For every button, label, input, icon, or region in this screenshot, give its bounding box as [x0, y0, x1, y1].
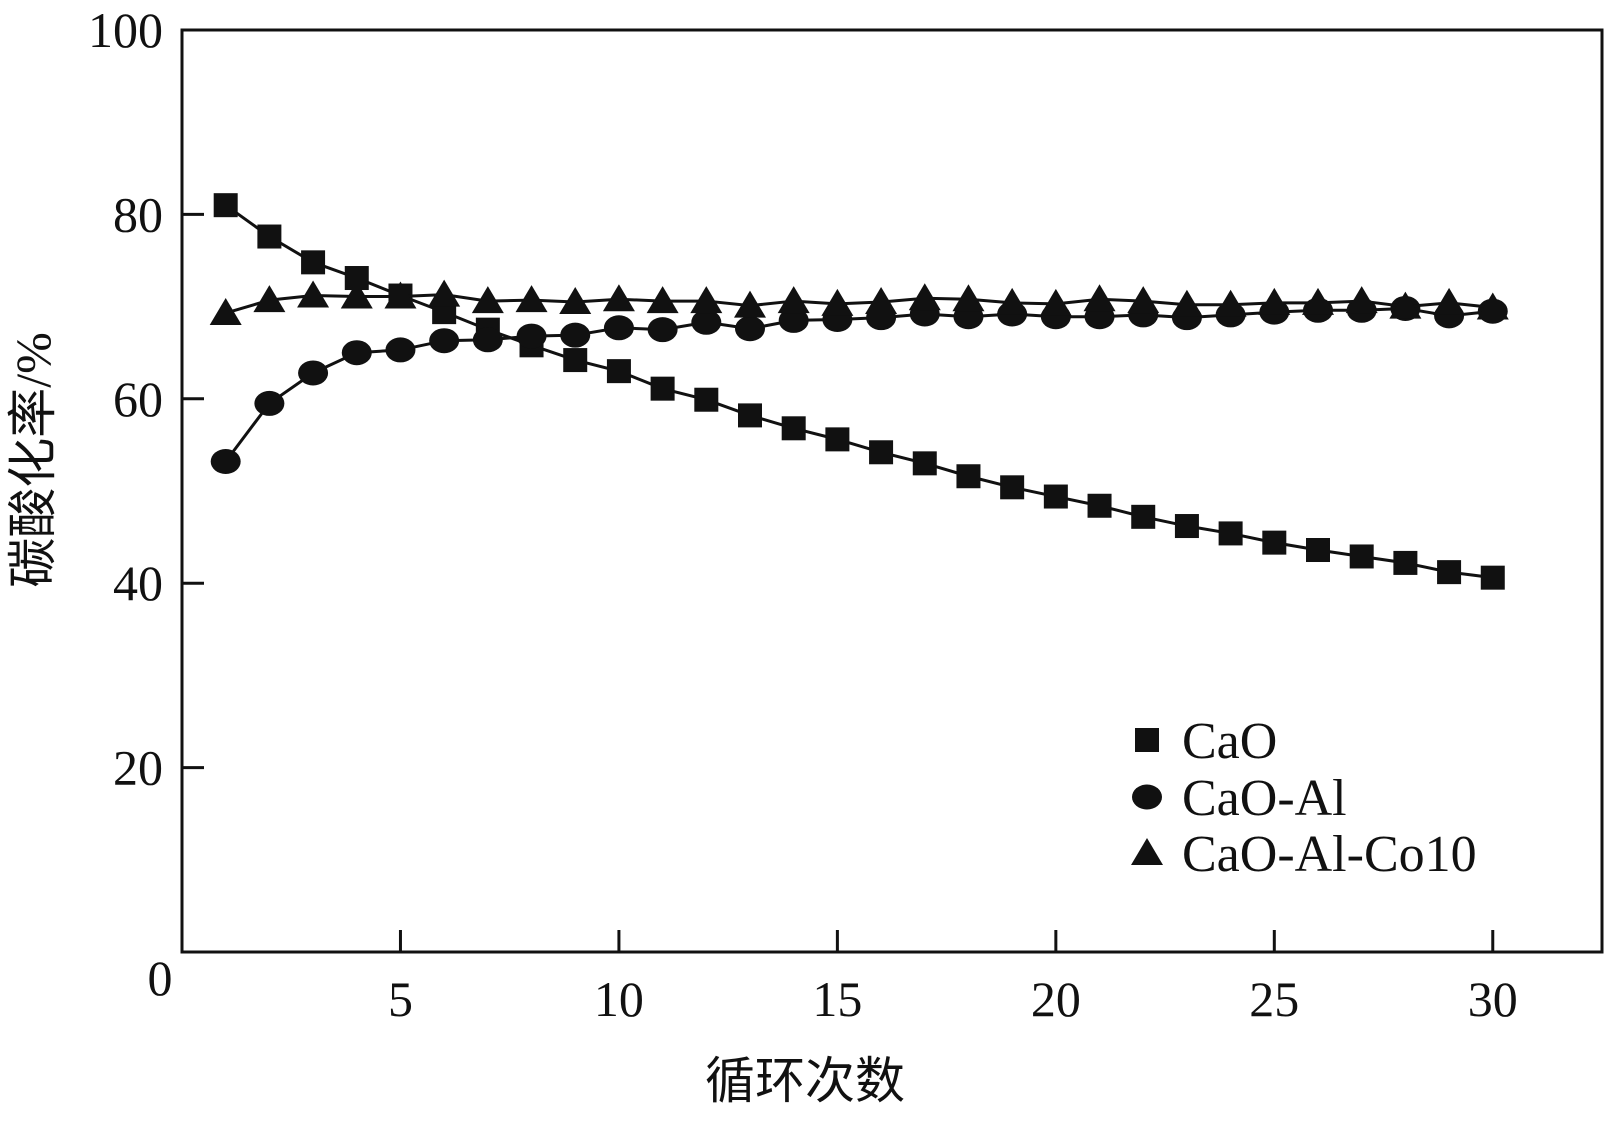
circle-marker [254, 390, 285, 416]
triangle-marker [1476, 292, 1509, 320]
square-marker [956, 464, 981, 489]
circle-marker [298, 360, 329, 386]
series-cao-al-co10 [209, 279, 1509, 326]
triangle-marker [515, 285, 548, 313]
triangle-marker [1170, 289, 1203, 317]
y-axis-ticks: 20 40 60 80 100 [88, 2, 204, 796]
origin-tick-label: 0 [148, 950, 173, 1006]
square-marker [869, 440, 894, 465]
square-marker [1437, 560, 1462, 585]
circle-marker [429, 328, 460, 354]
square-marker [912, 451, 937, 476]
square-marker [1131, 504, 1156, 529]
x-axis-title: 循环次数 [705, 1053, 905, 1109]
legend-label: CaO-Al [1182, 770, 1347, 827]
triangle-marker [1433, 287, 1466, 315]
triangle-marker [559, 286, 592, 314]
triangle-marker [1302, 287, 1334, 315]
square-marker [694, 387, 719, 412]
y-tick-label: 60 [113, 371, 163, 427]
y-tick-label: 100 [88, 2, 163, 58]
triangle-marker [952, 284, 985, 312]
circle-marker [735, 316, 765, 342]
circle-marker [560, 322, 591, 348]
triangle-marker [297, 280, 330, 308]
triangle-marker [1214, 289, 1247, 317]
circle-marker [341, 340, 372, 366]
circle-marker [210, 448, 241, 474]
triangle-marker [471, 286, 504, 314]
triangle-marker [602, 284, 635, 312]
triangle-marker [1127, 286, 1160, 314]
square-marker [1087, 493, 1112, 518]
triangle-marker [734, 290, 766, 318]
triangle-marker [253, 285, 286, 313]
x-tick-label: 5 [388, 971, 413, 1027]
y-tick-label: 40 [113, 555, 163, 611]
square-marker [1043, 484, 1068, 509]
circle-marker [472, 327, 503, 353]
square-marker [1480, 565, 1505, 590]
square-marker [563, 348, 588, 373]
square-marker [1218, 521, 1243, 546]
square-marker [1000, 475, 1025, 500]
square-marker [650, 376, 675, 401]
triangle-marker [428, 279, 461, 307]
series-line [224, 306, 1493, 463]
square-marker [1306, 538, 1330, 563]
square-marker [781, 416, 806, 441]
legend-triangle-marker [1131, 838, 1163, 865]
legend-label: CaO-Al-Co10 [1182, 826, 1477, 883]
legend-label: CaO [1182, 713, 1277, 770]
triangle-marker [384, 281, 417, 309]
square-marker [213, 193, 238, 218]
circle-marker [603, 315, 634, 341]
circle-marker [691, 309, 722, 335]
y-tick-label: 20 [113, 740, 163, 796]
square-marker [738, 403, 762, 428]
x-tick-label: 10 [594, 971, 644, 1027]
square-marker [301, 250, 326, 275]
triangle-marker [777, 286, 810, 314]
series-layer [209, 193, 1509, 590]
x-tick-label: 25 [1249, 971, 1299, 1027]
triangle-marker [1345, 286, 1378, 314]
square-marker [1349, 544, 1374, 569]
triangle-marker [340, 281, 373, 309]
square-marker [1262, 530, 1287, 555]
triangle-marker [1389, 291, 1422, 319]
triangle-marker [646, 286, 679, 314]
triangle-marker [821, 288, 854, 316]
triangle-marker [1039, 288, 1072, 316]
x-axis-ticks: 5 10 15 20 25 30 [388, 930, 1518, 1027]
triangle-marker [1258, 287, 1291, 315]
circle-marker [516, 323, 547, 349]
triangle-marker [690, 286, 723, 314]
triangle-marker [209, 298, 242, 326]
triangle-marker [865, 286, 898, 314]
x-tick-label: 20 [1031, 971, 1081, 1027]
triangle-marker [996, 287, 1029, 315]
legend-square-marker [1135, 728, 1159, 752]
square-marker [257, 224, 282, 249]
x-tick-label: 15 [812, 971, 862, 1027]
square-marker [1174, 514, 1199, 539]
series-line [224, 203, 1493, 580]
legend-circle-marker [1132, 784, 1162, 810]
x-tick-label: 30 [1468, 971, 1518, 1027]
y-tick-label: 80 [113, 186, 163, 242]
square-marker [825, 427, 850, 452]
triangle-marker [1083, 284, 1116, 312]
triangle-marker [908, 283, 941, 311]
circle-marker [647, 317, 678, 343]
plot-frame [180, 28, 1604, 954]
series-cao [213, 193, 1505, 590]
y-axis-title: 碳酸化率/% [5, 332, 61, 588]
square-marker [606, 359, 631, 384]
circle-marker [778, 307, 809, 333]
square-marker [1393, 550, 1418, 575]
circle-marker [385, 337, 416, 363]
